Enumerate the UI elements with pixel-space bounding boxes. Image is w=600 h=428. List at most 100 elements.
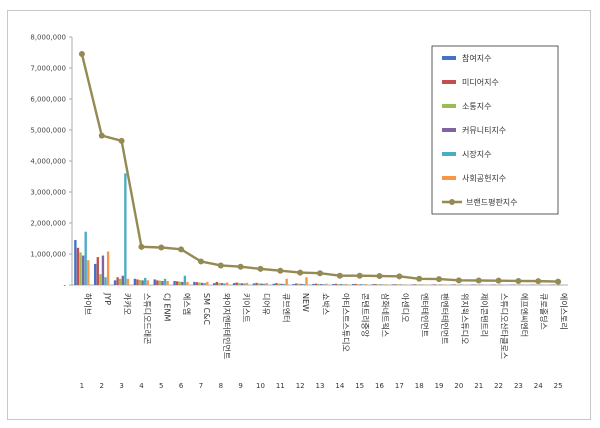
x-category-label: NEW [301, 293, 310, 312]
bar-3-14 [359, 284, 363, 285]
legend-swatch [442, 128, 456, 132]
bar-0-2 [113, 280, 117, 285]
bar-1-14 [354, 283, 357, 285]
bar-1-11 [295, 283, 298, 285]
legend-swatch [442, 80, 456, 84]
x-index-label: 25 [554, 382, 563, 390]
x-category-label: 콘텐트리중앙 [361, 293, 371, 338]
bar-5-2 [126, 278, 130, 285]
bar-5-7 [225, 282, 229, 285]
brand-index-point-0 [78, 51, 85, 58]
bar-2-7 [218, 282, 221, 285]
brand-index-point-24 [555, 278, 562, 285]
x-category-label: 아센디오 [400, 293, 410, 322]
bar-1-6 [195, 282, 199, 285]
brand-index-point-12 [317, 270, 323, 277]
bar-3-6 [200, 282, 204, 285]
x-index-label: 7 [199, 382, 203, 390]
bar-4-2 [124, 173, 127, 285]
bar-0-7 [213, 283, 216, 285]
bar-4-6 [203, 283, 206, 285]
bar-3-0 [81, 255, 85, 285]
brand-index-point-4 [158, 244, 165, 251]
y-tick-label: 4,000,000 [30, 158, 66, 166]
bar-0-6 [193, 281, 196, 285]
bar-1-7 [215, 281, 219, 285]
bar-4-4 [163, 278, 167, 285]
bar-2-5 [178, 281, 181, 285]
brand-index-point-13 [336, 272, 343, 279]
bar-5-15 [384, 284, 388, 285]
bar-1-12 [314, 283, 318, 285]
bar-2-3 [138, 280, 142, 285]
bar-3-1 [101, 255, 105, 285]
brand-index-point-2 [118, 137, 125, 144]
bar-4-14 [362, 284, 365, 285]
bar-0-15 [371, 284, 375, 285]
brand-index-point-1 [98, 132, 105, 139]
bar-5-10 [285, 278, 288, 285]
x-category-label: 삼화네트웍스 [381, 293, 391, 337]
bar-1-13 [334, 283, 338, 285]
y-tick-label: 2,000,000 [30, 220, 66, 228]
x-category-label: 팬엔터테인먼트 [440, 293, 450, 345]
x-index-label: 9 [238, 382, 242, 390]
x-index-label: 17 [395, 382, 404, 390]
y-tick-label: 7,000,000 [30, 65, 66, 73]
bar-0-13 [332, 284, 335, 285]
bar-2-15 [376, 284, 380, 285]
x-category-label: 위지윅스튜디오 [460, 293, 469, 345]
x-category-label: 스튜디오드래곤 [142, 293, 151, 345]
bar-5-1 [106, 251, 110, 285]
x-category-label: SM C&C [202, 293, 211, 325]
brand-index-point-21 [495, 277, 502, 284]
brand-index-point-18 [436, 276, 443, 283]
bar-1-5 [175, 281, 179, 285]
bar-0-0 [74, 240, 77, 285]
bar-4-10 [282, 283, 286, 285]
x-index-label: 6 [179, 382, 184, 390]
brand-index-point-14 [356, 272, 363, 279]
x-index-label: 3 [119, 382, 123, 390]
x-index-label: 20 [454, 382, 463, 390]
bar-1-17 [414, 284, 417, 285]
bar-5-4 [166, 280, 169, 285]
bar-1-18 [433, 284, 437, 285]
bar-3-4 [161, 280, 164, 285]
x-category-label: 와이지엔터테인먼트 [222, 293, 232, 359]
x-index-label: 12 [296, 382, 305, 390]
bar-3-13 [339, 284, 343, 285]
x-category-label: CJ ENM [162, 293, 171, 322]
bar-2-6 [198, 282, 201, 285]
bar-0-3 [133, 278, 137, 285]
brand-index-point-7 [217, 262, 224, 269]
x-index-label: 19 [435, 382, 444, 390]
bar-0-8 [232, 283, 236, 285]
bar-5-12 [325, 283, 328, 285]
bar-0-5 [173, 280, 176, 285]
bar-2-2 [119, 278, 122, 285]
bar-3-7 [220, 283, 224, 285]
bar-0-14 [351, 284, 355, 285]
bar-3-10 [280, 283, 283, 285]
x-category-label: 에프엔씨엔터 [519, 293, 529, 337]
bar-1-10 [275, 283, 278, 285]
bar-0-12 [312, 283, 315, 285]
brand-index-point-19 [455, 277, 462, 284]
legend-swatch [442, 104, 456, 108]
x-category-label: 제이콘텐트리 [480, 293, 490, 337]
bar-3-2 [121, 275, 124, 285]
bar-0-10 [272, 283, 275, 285]
bar-2-0 [79, 252, 82, 285]
bar-1-15 [374, 284, 377, 285]
x-category-label: 엔터테인먼트 [420, 293, 430, 337]
bar-2-1 [99, 274, 102, 285]
x-category-label: 하이브 [83, 293, 93, 315]
bar-4-13 [342, 284, 345, 285]
x-index-label: 1 [80, 382, 84, 390]
bar-1-1 [96, 257, 99, 285]
brand-index-point-22 [515, 277, 522, 284]
legend-label: 참여지수 [462, 53, 491, 63]
bar-5-13 [344, 283, 348, 285]
bar-2-14 [357, 284, 360, 285]
